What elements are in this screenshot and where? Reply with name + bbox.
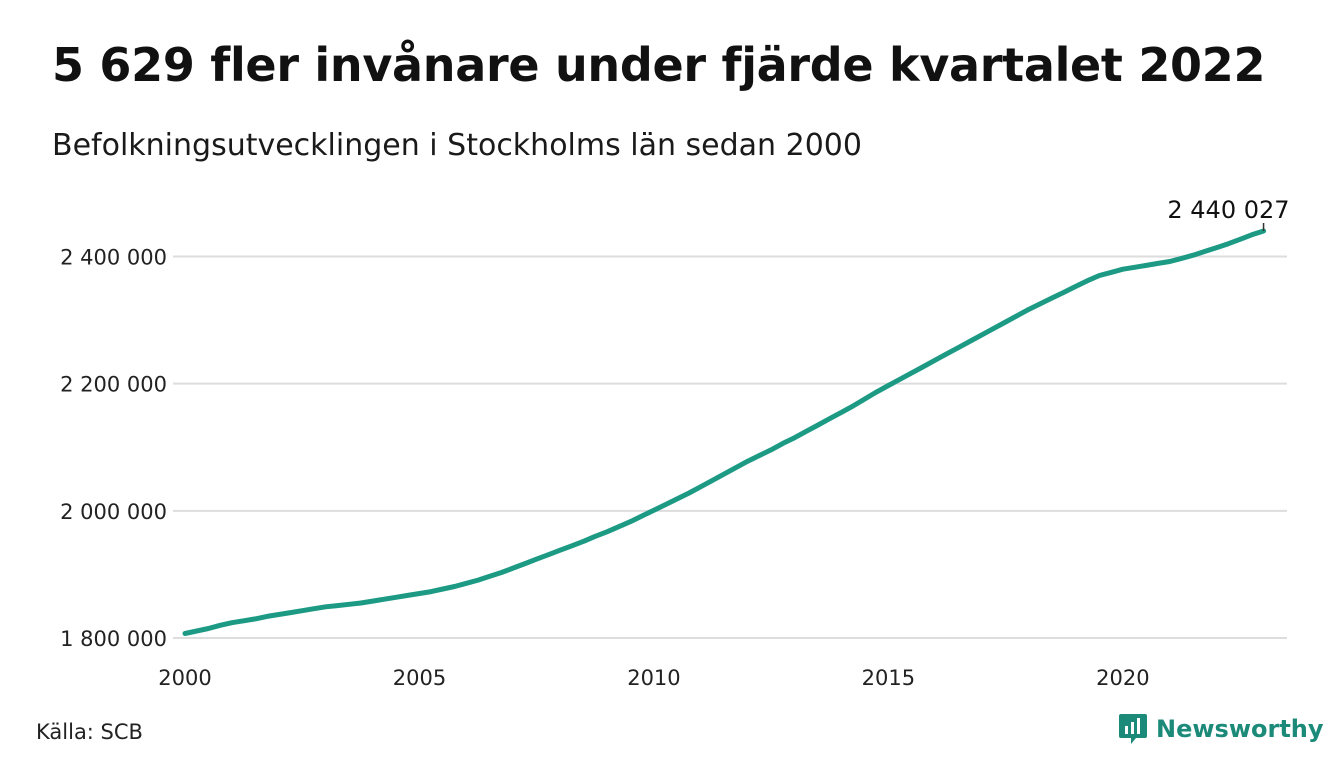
x-tick-label: 2015 [862, 666, 915, 690]
series-area [182, 228, 1267, 636]
gridlines [173, 255, 1287, 639]
line-chart: 1 800 000 2 000 000 2 200 000 2 400 000 200… [60, 196, 1290, 690]
x-tick-label: 2005 [393, 666, 446, 690]
y-tick-label: 2 200 000 [60, 373, 167, 397]
brand-name: Newsworthy [1156, 715, 1324, 743]
x-tick-label: 2000 [158, 666, 211, 690]
series-line [182, 228, 1267, 636]
newsworthy-logo-icon [1119, 714, 1147, 744]
y-tick-label: 2 400 000 [60, 245, 167, 269]
y-axis: 1 800 000 2 000 000 2 200 000 2 400 000 [60, 245, 167, 651]
x-tick-label: 2020 [1096, 666, 1149, 690]
source-note: Källa: SCB [36, 720, 143, 744]
end-value-label: 2 440 027 [1167, 196, 1289, 224]
chart-subtitle: Befolkningsutvecklingen i Stockholms län… [52, 128, 862, 163]
annotations: 2 440 027 [1167, 196, 1290, 231]
chart-title: 5 629 fler invånare under fjärde kvartal… [52, 38, 1266, 92]
y-tick-label: 2 000 000 [60, 500, 167, 524]
brand[interactable]: Newsworthy [1118, 712, 1324, 746]
y-tick-label: 1 800 000 [60, 627, 167, 651]
x-tick-label: 2010 [627, 666, 680, 690]
x-axis: 2000 2005 2010 2015 2020 [158, 666, 1149, 690]
